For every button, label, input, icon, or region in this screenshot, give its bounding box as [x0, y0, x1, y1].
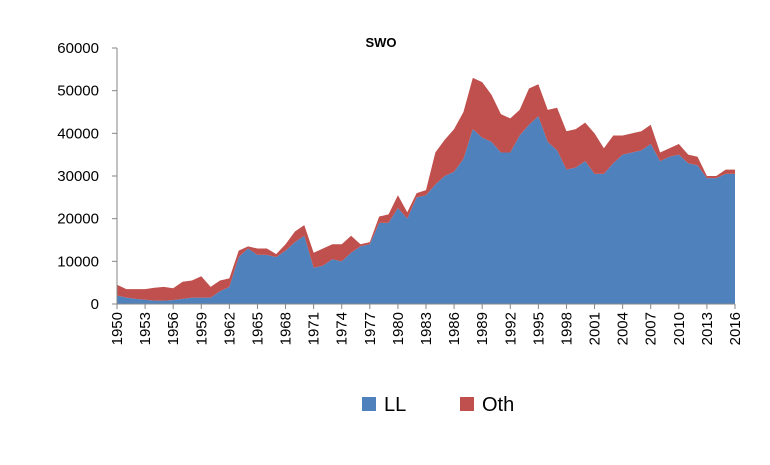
x-tick-label: 1983 [418, 312, 435, 345]
x-tick-label: 1986 [446, 312, 463, 345]
legend-label-oth: Oth [482, 394, 514, 416]
x-tick-label: 1953 [137, 312, 154, 345]
legend-swatch-ll [362, 397, 376, 411]
y-tick-label: 20000 [57, 211, 99, 228]
x-tick-label: 1965 [249, 312, 266, 345]
area-series-layer [117, 77, 735, 305]
x-axis-ticks: 1950 1953 1956 1959 1962 1965 1968 1971 1974 1977… [109, 304, 744, 345]
x-tick-label: 2007 [643, 312, 660, 345]
x-tick-label: 1992 [502, 312, 519, 345]
area-series-oth [117, 77, 735, 301]
y-axis-ticks: 0 10000 20000 30000 40000 50000 60000 [57, 40, 117, 313]
x-tick-label: 1968 [278, 312, 295, 345]
area-series-ll [117, 116, 735, 305]
x-tick-label: 1950 [109, 312, 126, 345]
x-tick-label: 1959 [193, 312, 210, 345]
x-tick-label: 1962 [221, 312, 238, 345]
y-tick-label: 0 [91, 296, 99, 313]
y-tick-label: 40000 [57, 125, 99, 142]
y-tick-label: 60000 [57, 40, 99, 57]
y-tick-label: 50000 [57, 83, 99, 100]
x-tick-label: 1980 [390, 312, 407, 345]
legend: LL Oth [362, 394, 514, 416]
x-tick-label: 2004 [615, 312, 632, 345]
x-tick-label: 2001 [587, 312, 604, 345]
x-tick-label: 1956 [165, 312, 182, 345]
legend-swatch-oth [460, 397, 474, 411]
x-tick-label: 1995 [530, 312, 547, 345]
x-tick-label: 1989 [474, 312, 491, 345]
x-tick-label: 2016 [727, 312, 744, 345]
x-tick-label: 2013 [699, 312, 716, 345]
legend-label-ll: LL [384, 394, 406, 416]
x-tick-label: 1998 [558, 312, 575, 345]
x-tick-label: 1974 [334, 312, 351, 345]
y-tick-label: 30000 [57, 168, 99, 185]
x-tick-label: 1977 [362, 312, 379, 345]
x-tick-label: 1971 [306, 312, 323, 345]
chart-title: SWO [365, 35, 396, 50]
x-tick-label: 2010 [671, 312, 688, 345]
y-tick-label: 10000 [57, 253, 99, 270]
